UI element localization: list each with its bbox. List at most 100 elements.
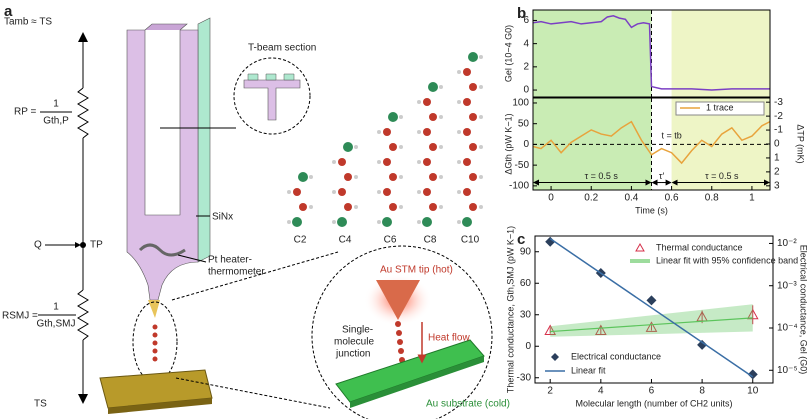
atom [463,188,471,196]
atom [423,188,431,196]
x-tick-label: 0.4 [624,193,638,204]
label: T-beam section [248,43,316,54]
h-atom [417,190,421,194]
h-atom [377,220,381,224]
h-atom [479,175,483,179]
x-tick-label: 6 [649,386,655,397]
h-atom [309,175,313,179]
h-atom [332,160,336,164]
atom [383,128,391,136]
marker [594,324,607,335]
x-tick-label: 0.2 [584,193,598,204]
h-atom [457,70,461,74]
atom [428,82,438,92]
x-tick-label: 2 [547,386,553,397]
marker [545,236,556,247]
atom [469,143,477,151]
y-tick-label: 0 [523,85,529,96]
atom [338,158,346,166]
atom [423,128,431,136]
h-atom [287,190,291,194]
atom [383,158,391,166]
x-axis-label: Molecular length (number of CH2 units) [575,398,732,408]
y-axis-label: Gel (10−4 G0) [503,25,513,82]
atom [343,142,353,152]
molecule-label: C6 [384,235,397,246]
annotation: τ = 0.5 s [705,171,739,181]
shaded-region [671,10,770,97]
atom [344,203,352,211]
label: Gth,P [43,116,69,127]
y2-axis-label: Electrical conductance, Gel (G0) [799,245,809,375]
x-tick-label: 0 [548,193,554,204]
h-atom [332,220,336,224]
atom [382,217,392,227]
h-atom [439,145,443,149]
legend-label: Linear fit [571,365,606,375]
zoom-line [175,377,331,409]
h-atom [309,205,313,209]
y-tick-label: 0 [523,139,529,150]
h-atom [479,55,483,59]
x-tick-label: 0.8 [705,193,719,204]
molecule-label: C4 [339,235,352,246]
atom [292,217,302,227]
h-atom [479,205,483,209]
tip [148,300,160,318]
y-tick-label: 100 [512,98,529,109]
molecule-label: C2 [294,235,307,246]
y2-tick-label: 10⁻² [777,238,797,249]
y2-tick-label: -1 [774,125,783,136]
y2-tick-label: -2 [774,111,783,122]
label: thermometer [208,267,265,278]
h-atom [479,115,483,119]
atom [429,203,437,211]
plot-frame [534,235,774,384]
y2-axis-label: ΔTP (mK) [796,124,806,163]
cantilever [126,29,199,301]
y-tick-label: 0 [525,341,531,352]
au-substrate-edge [350,356,484,408]
atom [423,98,431,106]
h-atom [457,130,461,134]
annotation: τ = 0.5 s [585,171,619,181]
marker [697,339,708,350]
h-atom [332,190,336,194]
h-atom [399,115,403,119]
y2-tick-label: 3 [774,180,780,191]
h-atom [377,190,381,194]
y-tick-label: -30 [517,372,532,383]
h-atom [479,85,483,89]
y2-tick-label: 10⁻⁴ [777,323,798,334]
marker [747,369,758,380]
h-atom [457,160,461,164]
label: Q [34,240,42,251]
x-tick-label: 4 [598,386,604,397]
node [80,242,86,248]
marker [746,308,759,320]
label: 1 [53,99,59,110]
h-atom [377,130,381,134]
series-line [550,317,753,333]
label: Heat flow [428,333,470,344]
h-atom [479,145,483,149]
cantilever-top [144,23,188,31]
legend-swatch [635,242,645,252]
h-atom [439,85,443,89]
atom [462,217,472,227]
h-atom [417,220,421,224]
plot-frame [532,97,771,191]
atom [337,217,347,227]
y-axis-label: Thermal conductance, Gth,SMJ (pW K−1) [505,226,515,393]
panel-label: a [4,3,13,20]
resistor [77,87,89,139]
panel-label: c [517,231,525,248]
cantilever-side [197,17,211,263]
h-atom [457,190,461,194]
x-tick-label: 8 [699,386,705,397]
atom [422,217,432,227]
label: molecule [334,337,374,348]
atom [469,113,477,121]
